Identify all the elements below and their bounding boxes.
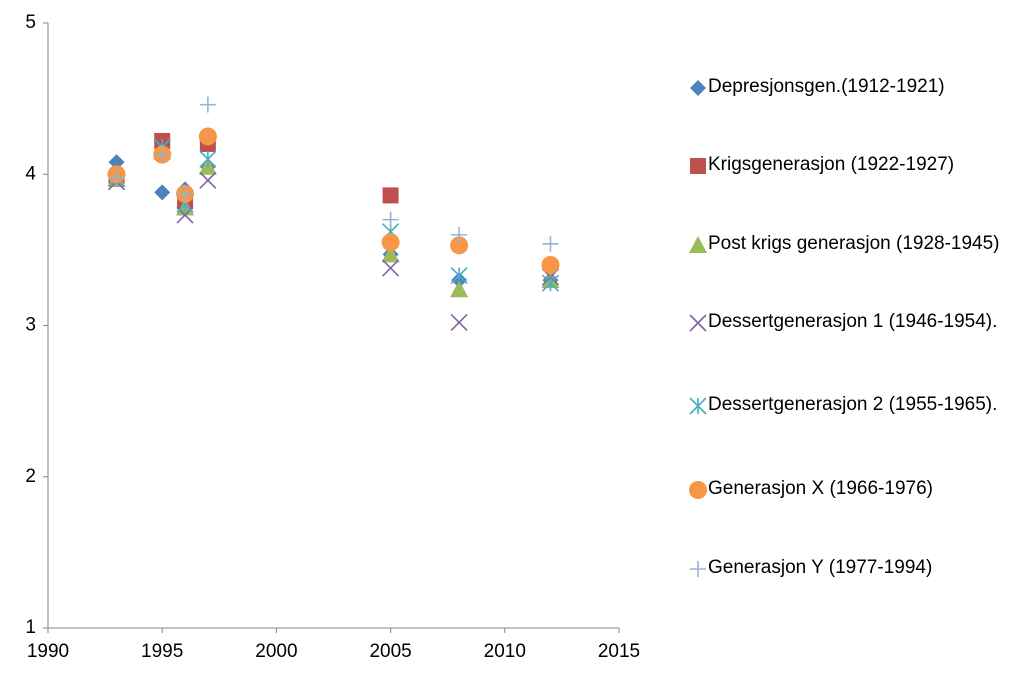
- marker: [381, 245, 400, 263]
- legend-swatch: [689, 236, 707, 253]
- marker: [198, 127, 217, 146]
- x-tick-label: 2000: [255, 641, 297, 662]
- marker: [690, 561, 706, 577]
- marker: [690, 158, 706, 174]
- y-tick-label: 1: [25, 617, 36, 638]
- y-tick-label: 5: [25, 12, 36, 33]
- marker: [541, 274, 560, 292]
- legend-label: Depresjonsgen.(1912-1921): [708, 76, 945, 97]
- marker: [450, 236, 469, 255]
- marker: [541, 256, 560, 274]
- legend-swatch: [690, 561, 706, 577]
- legend-swatch: [689, 314, 707, 332]
- marker: [108, 154, 125, 171]
- legend-entry: Post krigs generasjon (1928-1945): [688, 227, 1018, 261]
- marker: [154, 184, 171, 201]
- marker: [382, 211, 399, 228]
- x-tick-label: 1990: [27, 641, 69, 662]
- legend-label: Dessertgenerasjon 2 (1955-1965).: [708, 394, 998, 415]
- marker: [689, 397, 707, 415]
- marker: [542, 235, 559, 252]
- legend-swatch: [690, 158, 706, 174]
- legend-entry: Generasjon X (1966-1976): [688, 472, 1018, 506]
- marker: [177, 185, 194, 202]
- legend-label: Generasjon Y (1977-1994): [708, 557, 933, 578]
- y-tick-label: 4: [25, 163, 36, 184]
- legend-swatch: [689, 397, 707, 415]
- legend-entry: Dessertgenerasjon 2 (1955-1965).: [688, 388, 1018, 422]
- legend-swatch: [689, 481, 707, 499]
- marker: [450, 280, 469, 298]
- legend-entry: Generasjon Y (1977-1994): [688, 551, 1018, 585]
- marker: [381, 233, 400, 252]
- marker: [689, 481, 707, 499]
- legend-label: Post krigs generasjon (1928-1945): [708, 233, 1000, 254]
- y-tick-label: 3: [25, 315, 36, 336]
- marker: [382, 187, 399, 204]
- marker: [108, 169, 125, 186]
- marker: [450, 313, 468, 332]
- x-tick-label: 2010: [484, 641, 526, 662]
- legend-entry: Krigsgenerasjon (1922-1927): [688, 148, 1018, 182]
- marker: [690, 80, 706, 96]
- marker: [450, 267, 468, 285]
- x-tick-label: 2005: [369, 641, 411, 662]
- legend-label: Generasjon X (1966-1976): [708, 478, 933, 499]
- x-tick-label: 2015: [598, 641, 640, 662]
- legend-label: Krigsgenerasjon (1922-1927): [708, 154, 955, 175]
- marker: [451, 226, 468, 243]
- legend-label: Dessertgenerasjon 1 (1946-1954).: [708, 311, 998, 332]
- x-tick-label: 1995: [141, 641, 183, 662]
- legend-swatch: [690, 80, 706, 96]
- marker: [154, 146, 171, 163]
- y-tick-label: 2: [25, 466, 36, 487]
- marker: [689, 314, 707, 332]
- marker: [199, 171, 217, 189]
- marker: [382, 259, 400, 277]
- legend-entry: Dessertgenerasjon 1 (1946-1954).: [688, 305, 1018, 339]
- marker: [199, 96, 216, 113]
- marker: [689, 236, 707, 253]
- legend-entry: Depresjonsgen.(1912-1921): [688, 70, 1018, 104]
- marker: [199, 150, 217, 168]
